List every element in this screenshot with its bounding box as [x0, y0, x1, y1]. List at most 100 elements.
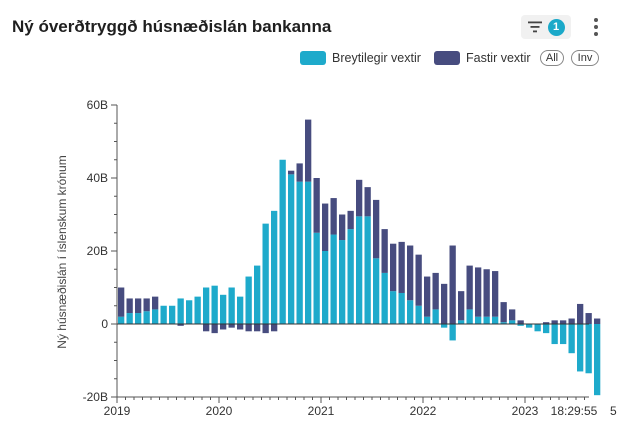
bar-fixed	[492, 271, 499, 317]
bar-fixed	[398, 241, 405, 293]
bar-fixed	[271, 324, 278, 332]
bar-fixed	[305, 119, 312, 182]
bar-variable	[407, 300, 414, 324]
bar-fixed	[577, 303, 584, 324]
more-vertical-icon-dot-2	[594, 25, 598, 29]
x-extra-label: 18:29:55	[551, 404, 598, 418]
bar-variable	[186, 300, 193, 324]
bar-fixed	[177, 324, 184, 326]
bar-fixed	[356, 179, 363, 217]
more-options-button[interactable]	[588, 16, 604, 38]
bar-variable	[415, 305, 422, 324]
bar-fixed	[458, 291, 465, 321]
bar-variable	[160, 305, 167, 324]
bar-variable	[177, 298, 184, 324]
bar-fixed	[245, 324, 252, 332]
bar-variable	[381, 272, 388, 324]
bar-fixed	[347, 210, 354, 230]
bar-variable	[305, 181, 312, 324]
bar-fixed	[228, 324, 235, 328]
bar-fixed	[126, 298, 133, 314]
bar-variable	[262, 223, 269, 325]
bar-variable	[126, 313, 133, 324]
bar-variable	[313, 232, 320, 324]
legend-label-variable: Breytilegir vextir	[332, 51, 421, 65]
bar-fixed	[143, 298, 150, 312]
bar-variable	[449, 324, 456, 341]
bar-fixed	[432, 272, 439, 310]
x-tick-label: 2021	[308, 404, 335, 418]
bar-fixed	[500, 302, 507, 323]
bar-fixed	[288, 170, 295, 175]
bar-fixed	[220, 324, 227, 330]
bar-variable	[347, 229, 354, 324]
bar-variable	[585, 324, 592, 374]
bar-variable	[475, 316, 482, 324]
bar-fixed	[135, 298, 142, 314]
bar-variable	[296, 181, 303, 324]
bar-variable	[169, 305, 176, 324]
y-tick-label: 0	[101, 317, 108, 331]
bar-fixed	[568, 318, 575, 324]
bar-variable	[492, 316, 499, 324]
x-tick-label: 2022	[410, 404, 437, 418]
bar-fixed	[594, 318, 601, 324]
chart-title: Ný óverðtryggð húsnæðislán bankanna	[12, 17, 332, 36]
bar-variable	[577, 324, 584, 372]
x-tick-label: 2019	[104, 404, 131, 418]
bar-fixed	[585, 313, 592, 324]
bar-fixed	[152, 296, 159, 310]
bar-variable	[517, 324, 524, 326]
bar-fixed	[466, 265, 473, 310]
bar-variable	[356, 216, 363, 324]
bar-fixed	[424, 276, 431, 317]
x-tick-label: 2020	[206, 404, 233, 418]
y-tick-label: 60B	[87, 98, 108, 112]
bar-fixed	[475, 267, 482, 317]
bar-variable	[543, 324, 550, 334]
bar-variable	[560, 324, 567, 345]
bar-variable	[339, 240, 346, 324]
legend-item-variable[interactable]: Breytilegir vextir	[300, 49, 421, 67]
bar-variable	[194, 296, 201, 325]
bar-variable	[458, 320, 465, 324]
bar-fixed	[254, 324, 261, 332]
bar-variable	[254, 265, 261, 324]
bar-fixed	[322, 203, 329, 251]
bar-variable	[534, 324, 541, 332]
legend-invert-button[interactable]: Inv	[571, 50, 599, 66]
bar-variable	[432, 309, 439, 324]
bar-variable	[551, 324, 558, 345]
bar-fixed	[330, 198, 337, 235]
bar-variable	[483, 316, 490, 324]
bar-variable	[509, 320, 516, 324]
bar-variable	[594, 324, 601, 396]
legend-label-fixed: Fastir vextir	[466, 51, 531, 65]
bar-variable	[500, 322, 507, 324]
bar-variable	[271, 210, 278, 324]
legend-all-button[interactable]: All	[540, 50, 564, 66]
filter-button[interactable]: 1	[521, 15, 571, 39]
y-tick-label: 40B	[87, 171, 108, 185]
bar-variable	[364, 216, 371, 324]
legend-item-fixed[interactable]: Fastir vextir	[434, 49, 531, 67]
bar-fixed	[339, 214, 346, 241]
bar-variable	[390, 291, 397, 324]
y-tick-label: -20B	[83, 390, 108, 404]
bar-fixed	[560, 320, 567, 324]
bar-variable	[245, 276, 252, 324]
bar-variable	[322, 251, 329, 324]
bar-fixed	[364, 187, 371, 217]
bar-fixed	[211, 324, 218, 334]
more-vertical-icon-dot-3	[594, 32, 598, 36]
bar-fixed	[373, 199, 380, 259]
bar-variable	[135, 313, 142, 324]
bar-fixed	[509, 309, 516, 321]
bar-variable	[441, 324, 448, 328]
x-tick-label: 2023	[512, 404, 539, 418]
bar-variable	[288, 174, 295, 324]
bar-fixed	[415, 254, 422, 306]
legend-swatch-variable	[300, 51, 326, 65]
bar-fixed	[118, 287, 125, 317]
